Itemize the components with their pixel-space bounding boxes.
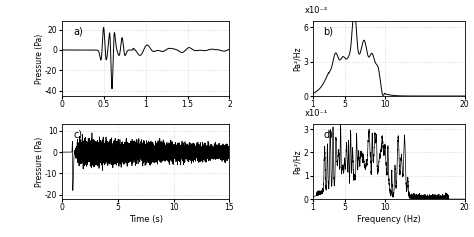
X-axis label: Time (s): Time (s) (128, 215, 163, 224)
Y-axis label: Pa²/Hz: Pa²/Hz (293, 149, 302, 174)
Text: x10⁻¹: x10⁻¹ (305, 109, 328, 118)
Text: x10⁻²: x10⁻² (305, 6, 328, 15)
Text: a): a) (73, 27, 83, 36)
Text: b): b) (323, 27, 333, 36)
Y-axis label: Pressure (Pa): Pressure (Pa) (35, 137, 44, 187)
Y-axis label: Pa²/Hz: Pa²/Hz (293, 46, 302, 71)
Text: c): c) (73, 130, 82, 140)
Text: d): d) (323, 130, 333, 140)
X-axis label: Frequency (Hz): Frequency (Hz) (357, 215, 420, 224)
Y-axis label: Pressure (Pa): Pressure (Pa) (35, 34, 44, 84)
